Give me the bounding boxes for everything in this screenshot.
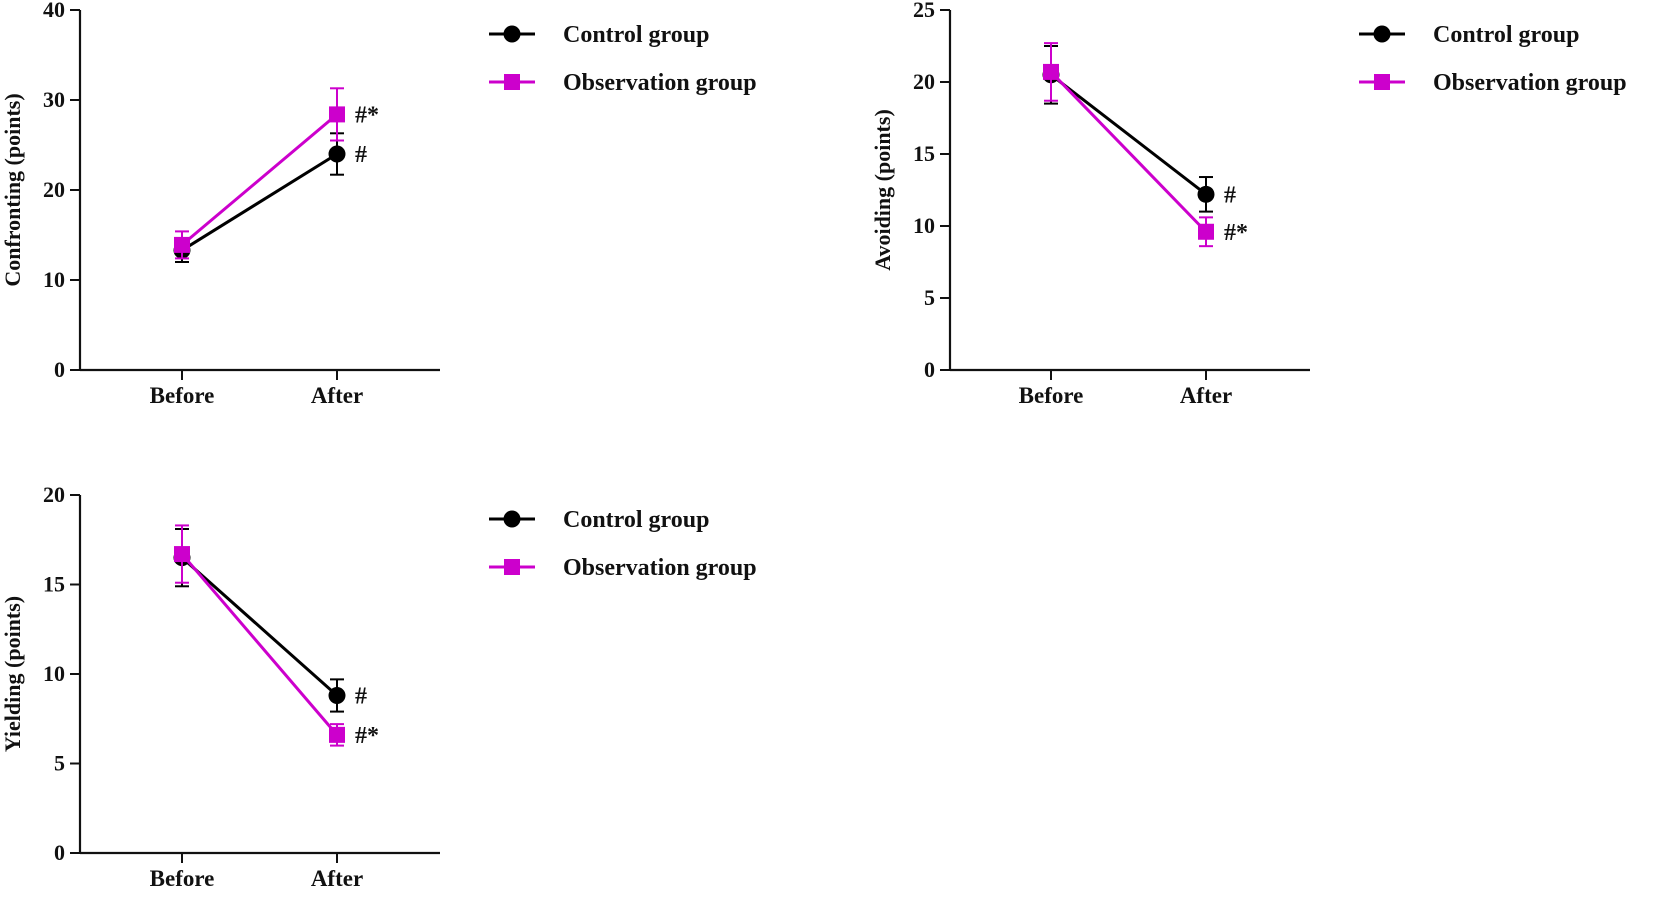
series-observation: #* bbox=[174, 524, 379, 749]
y-tick-label: 5 bbox=[924, 285, 935, 310]
legend-label: Control group bbox=[563, 22, 709, 48]
panel-avoiding: 0 5 10 15 20 25 Before After Avoiding (points) # #… bbox=[870, 0, 1627, 408]
y-tick-label: 5 bbox=[54, 751, 65, 776]
series-control: # bbox=[1042, 45, 1236, 213]
panel-yielding: 0 5 10 15 20 Before After Yielding (points) # #* C… bbox=[0, 482, 757, 891]
legend-label: Control group bbox=[1433, 22, 1579, 48]
y-tick-label: 0 bbox=[54, 840, 65, 865]
y-tick-label: 30 bbox=[43, 87, 65, 112]
series-observation: #* bbox=[1043, 42, 1248, 248]
data-point bbox=[329, 726, 345, 743]
series-observation: #* bbox=[174, 87, 379, 260]
y-axis-title: Confronting (points) bbox=[0, 93, 25, 286]
significance-label: #* bbox=[355, 723, 379, 749]
legend: Control group Observation group bbox=[489, 22, 757, 96]
significance-label: #* bbox=[355, 102, 379, 128]
series-line bbox=[1050, 73, 1207, 196]
significance-label: # bbox=[1224, 182, 1236, 208]
x-tick-label: After bbox=[1180, 383, 1232, 408]
x-tick-label: Before bbox=[150, 383, 215, 408]
data-point bbox=[174, 236, 190, 253]
panel-confronting: 0 10 20 30 40 Before After Confronting (points)… bbox=[0, 0, 757, 408]
significance-label: #* bbox=[1224, 220, 1248, 246]
significance-label: # bbox=[355, 683, 367, 709]
significance-label: # bbox=[355, 142, 367, 168]
data-point bbox=[174, 546, 190, 563]
legend-label: Control group bbox=[563, 507, 709, 533]
y-tick-label: 40 bbox=[43, 0, 65, 22]
legend-label: Observation group bbox=[563, 555, 757, 581]
data-point bbox=[328, 145, 346, 163]
y-tick-label: 10 bbox=[43, 267, 65, 292]
series-line bbox=[1049, 70, 1208, 233]
x-tick-label: Before bbox=[1019, 383, 1084, 408]
y-tick-label: 15 bbox=[43, 572, 65, 597]
legend-marker bbox=[1373, 25, 1391, 43]
legend-marker bbox=[504, 559, 520, 575]
y-tick-label: 20 bbox=[913, 69, 935, 94]
series-line bbox=[180, 553, 339, 736]
legend-marker bbox=[1374, 74, 1390, 90]
series-control: # bbox=[173, 528, 367, 713]
series-line bbox=[181, 113, 338, 247]
y-tick-label: 20 bbox=[43, 177, 65, 202]
y-axis-title: Yielding (points) bbox=[0, 596, 25, 752]
legend-label: Observation group bbox=[1433, 70, 1627, 96]
y-tick-label: 0 bbox=[924, 357, 935, 382]
y-tick-label: 10 bbox=[913, 213, 935, 238]
y-tick-label: 0 bbox=[54, 357, 65, 382]
x-tick-label: After bbox=[311, 383, 363, 408]
x-tick-label: Before bbox=[150, 866, 215, 891]
data-point bbox=[1198, 223, 1214, 240]
x-tick-label: After bbox=[311, 866, 363, 891]
legend-marker bbox=[503, 510, 521, 528]
y-tick-label: 10 bbox=[43, 661, 65, 686]
y-axis-title: Avoiding (points) bbox=[870, 109, 895, 271]
legend-marker bbox=[504, 74, 520, 90]
y-tick-label: 25 bbox=[913, 0, 935, 22]
legend: Control group Observation group bbox=[489, 507, 757, 581]
legend: Control group Observation group bbox=[1359, 22, 1627, 96]
series-line bbox=[181, 556, 338, 697]
legend-marker bbox=[503, 25, 521, 43]
series-line bbox=[181, 152, 338, 252]
y-tick-label: 20 bbox=[43, 482, 65, 507]
y-tick-label: 15 bbox=[913, 141, 935, 166]
data-point bbox=[328, 686, 346, 704]
data-point bbox=[1197, 185, 1215, 203]
data-point bbox=[329, 106, 345, 123]
legend-label: Observation group bbox=[563, 70, 757, 96]
series-control: # bbox=[173, 132, 367, 263]
data-point bbox=[1043, 63, 1059, 80]
